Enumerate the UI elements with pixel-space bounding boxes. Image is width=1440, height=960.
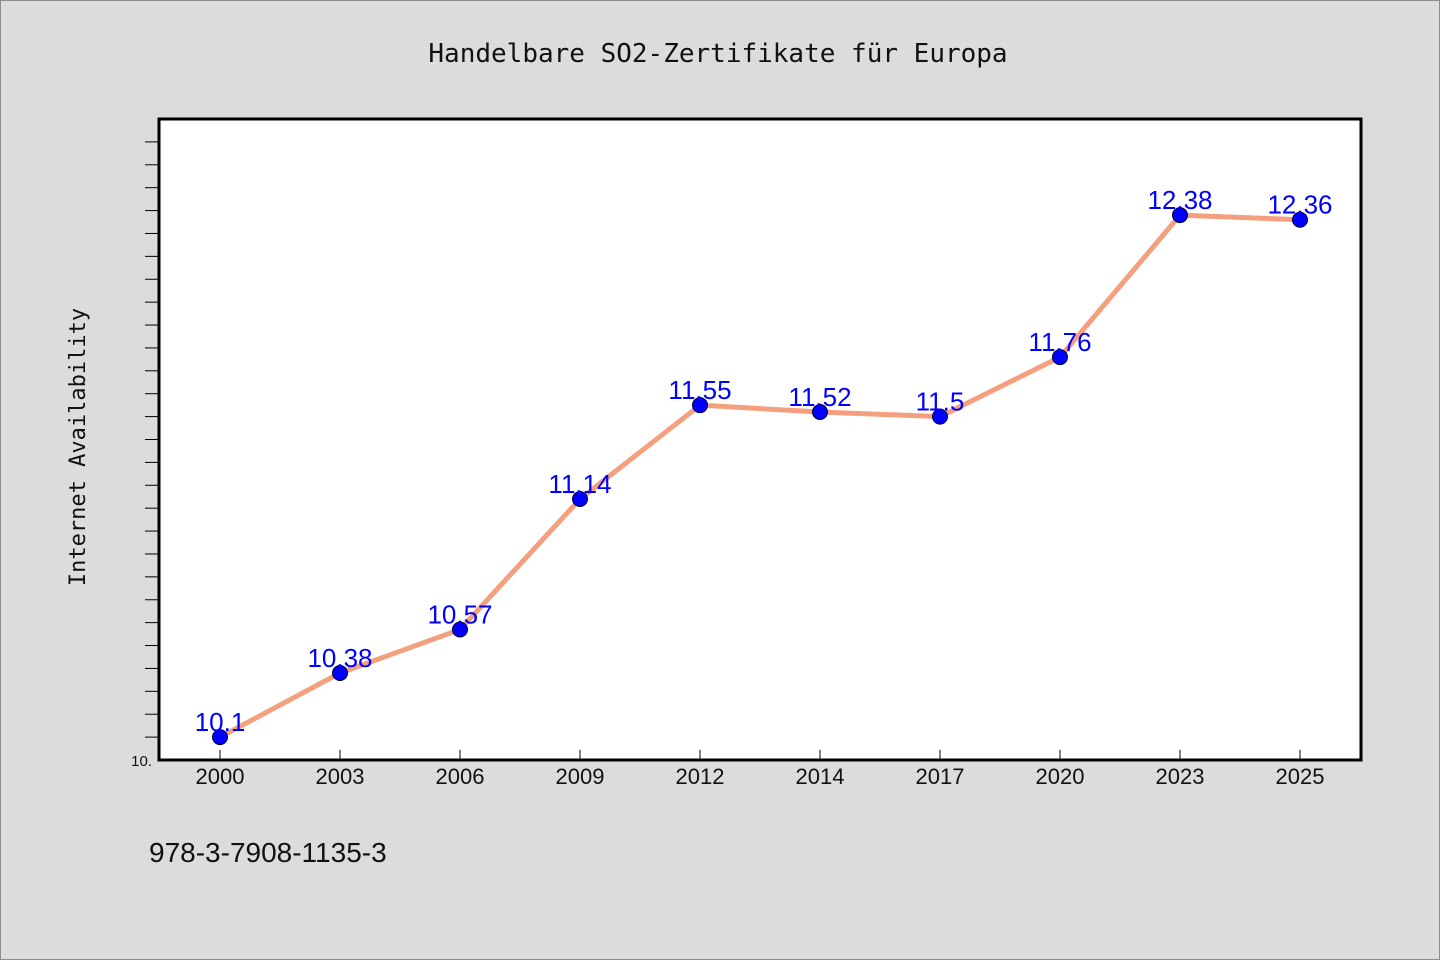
x-tick-label: 2009 [556, 764, 605, 789]
y-tick-label: 10. [131, 753, 152, 770]
data-point [572, 491, 588, 508]
data-point [812, 404, 828, 421]
data-label: 12.36 [1267, 190, 1332, 220]
data-label: 11.5 [916, 387, 965, 417]
chart-title: Handelbare SO2-Zertifikate für Europa [428, 39, 1007, 69]
data-point [1292, 211, 1308, 228]
x-tick-label: 2025 [1276, 764, 1325, 789]
x-tick-label: 2006 [436, 764, 485, 789]
data-label: 10.38 [307, 643, 372, 673]
x-tick-label: 2023 [1156, 764, 1205, 789]
x-axis-ticks: 2000 2003 2006 2009 2012 2014 2017 2020 2023 2025 [196, 750, 1325, 789]
y-axis-ticks [145, 141, 159, 738]
x-tick-label: 2014 [796, 764, 845, 789]
data-label: 11.76 [1028, 327, 1091, 357]
data-point [692, 397, 708, 414]
data-markers [212, 207, 1308, 746]
data-labels: 10.1 10.38 10.57 11.14 11.55 11.52 11.5 11.76 12… [195, 185, 1333, 737]
data-point [1172, 207, 1188, 224]
data-point [452, 621, 468, 638]
x-tick-label: 2020 [1036, 764, 1085, 789]
data-label: 12.38 [1147, 185, 1212, 215]
x-tick-label: 2017 [916, 764, 965, 789]
data-label: 11.14 [548, 469, 611, 499]
data-label: 10.1 [195, 707, 246, 737]
data-point [332, 665, 348, 682]
series-line [218, 212, 1301, 740]
plot-area [157, 117, 1363, 762]
data-point [212, 729, 228, 746]
data-point [932, 408, 948, 425]
y-axis-label: Internet Availability [66, 308, 91, 586]
data-label: 11.52 [788, 382, 851, 412]
isbn-footer: 978-3-7908-1135-3 [149, 837, 387, 868]
x-tick-label: 2000 [196, 764, 245, 789]
data-label: 11.55 [668, 375, 731, 405]
x-tick-label: 2003 [316, 764, 365, 789]
data-point [1052, 349, 1068, 366]
data-label: 10.57 [427, 600, 492, 630]
x-tick-label: 2012 [676, 764, 725, 789]
